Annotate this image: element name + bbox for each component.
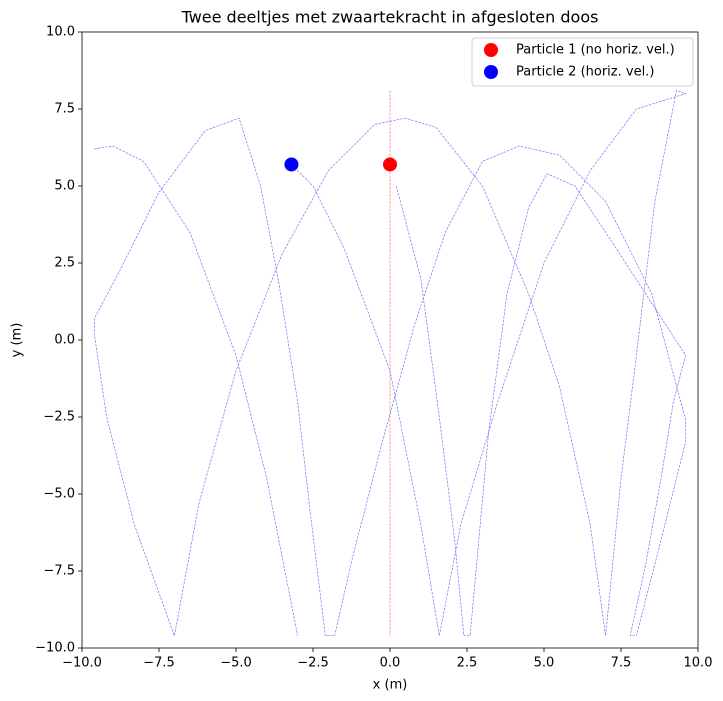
legend-marker <box>484 65 498 79</box>
x-tick-label: 10.0 <box>684 656 713 671</box>
y-tick-label: 5.0 <box>54 179 75 194</box>
x-tick-label: 0.0 <box>380 656 401 671</box>
x-tick-label: 7.5 <box>611 656 632 671</box>
y-tick-label: −2.5 <box>43 410 75 425</box>
x-axis-label: x (m) <box>373 678 408 693</box>
x-tick-label: −7.5 <box>143 656 175 671</box>
y-tick-label: 2.5 <box>54 256 75 271</box>
legend-box <box>471 37 694 87</box>
legend-marker <box>484 43 498 57</box>
x-tick-label: 2.5 <box>457 656 478 671</box>
trajectory <box>93 90 687 638</box>
x-tick-label: 5.0 <box>534 656 555 671</box>
y-tick-label: 0.0 <box>54 333 75 348</box>
legend-label: Particle 2 (horiz. vel.) <box>516 65 654 80</box>
x-tick-label: −5.0 <box>220 656 252 671</box>
particle <box>284 157 299 172</box>
x-tick-label: −10.0 <box>62 656 102 671</box>
y-tick-label: −7.5 <box>43 564 75 579</box>
particle <box>383 157 397 172</box>
plot-frame <box>81 31 699 649</box>
legend-label: Particle 1 (no horiz. vel.) <box>516 43 675 58</box>
x-tick-label: −2.5 <box>297 656 329 671</box>
y-tick-label: −5.0 <box>43 487 75 502</box>
y-tick-label: 7.5 <box>54 102 75 117</box>
chart-title: Twee deeltjes met zwaartekracht in afges… <box>181 8 599 27</box>
y-axis-label: y (m) <box>10 323 25 358</box>
y-tick-label: 10.0 <box>46 25 75 40</box>
y-tick-label: −10.0 <box>35 641 75 656</box>
